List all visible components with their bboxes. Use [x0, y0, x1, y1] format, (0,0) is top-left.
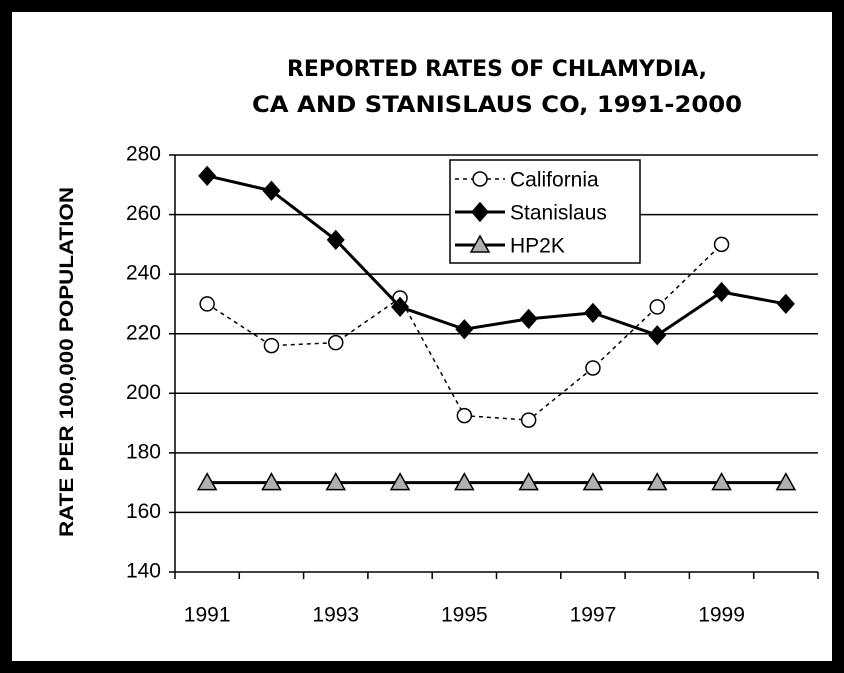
marker [776, 293, 795, 315]
y-tick-label: 140 [126, 560, 161, 583]
y-tick-label: 260 [126, 202, 161, 225]
marker [326, 229, 345, 251]
y-tick-label: 180 [126, 440, 161, 463]
legend-label: Stanislaus [510, 202, 607, 225]
y-tick-label: 160 [126, 500, 161, 523]
y-tick-label: 280 [126, 143, 161, 166]
x-tick-label: 1999 [698, 604, 745, 627]
marker [263, 337, 280, 354]
marker [648, 325, 667, 346]
marker [455, 319, 474, 340]
marker [585, 360, 601, 376]
marker [712, 281, 731, 303]
x-tick-label: 1993 [312, 604, 359, 627]
legend-label: HP2K [510, 235, 565, 258]
y-tick-label: 240 [126, 262, 161, 285]
marker [325, 472, 347, 491]
marker [261, 472, 282, 491]
marker [389, 472, 411, 491]
marker [582, 472, 604, 491]
marker [456, 407, 473, 424]
marker [328, 334, 344, 351]
x-tick-label: 1995 [441, 604, 488, 627]
marker [775, 472, 797, 491]
marker [646, 472, 668, 491]
marker [649, 299, 665, 315]
series-line [206, 174, 787, 337]
x-tick-label: 1997 [570, 604, 617, 627]
marker [711, 472, 732, 491]
marker [391, 296, 410, 318]
marker [470, 201, 490, 223]
y-tick-label: 200 [126, 381, 161, 404]
marker [519, 308, 538, 329]
marker [198, 165, 217, 186]
marker [472, 171, 488, 187]
marker [454, 472, 475, 491]
legend-label: California [510, 169, 599, 192]
marker [196, 472, 218, 491]
y-tick-label: 220 [126, 321, 161, 344]
chart-title: CA AND STANISLAUS CO, 1991-2000 [252, 93, 742, 118]
marker [713, 236, 730, 253]
marker [583, 302, 602, 323]
marker [520, 412, 537, 428]
chart-title: REPORTED RATES OF CHLAMYDIA, [287, 57, 707, 82]
marker [518, 472, 539, 491]
marker [262, 180, 281, 201]
x-tick-label: 1991 [184, 604, 231, 627]
marker [199, 296, 215, 312]
y-axis-label: RATE PER 100,000 POPULATION [57, 187, 78, 537]
marker [469, 234, 491, 253]
